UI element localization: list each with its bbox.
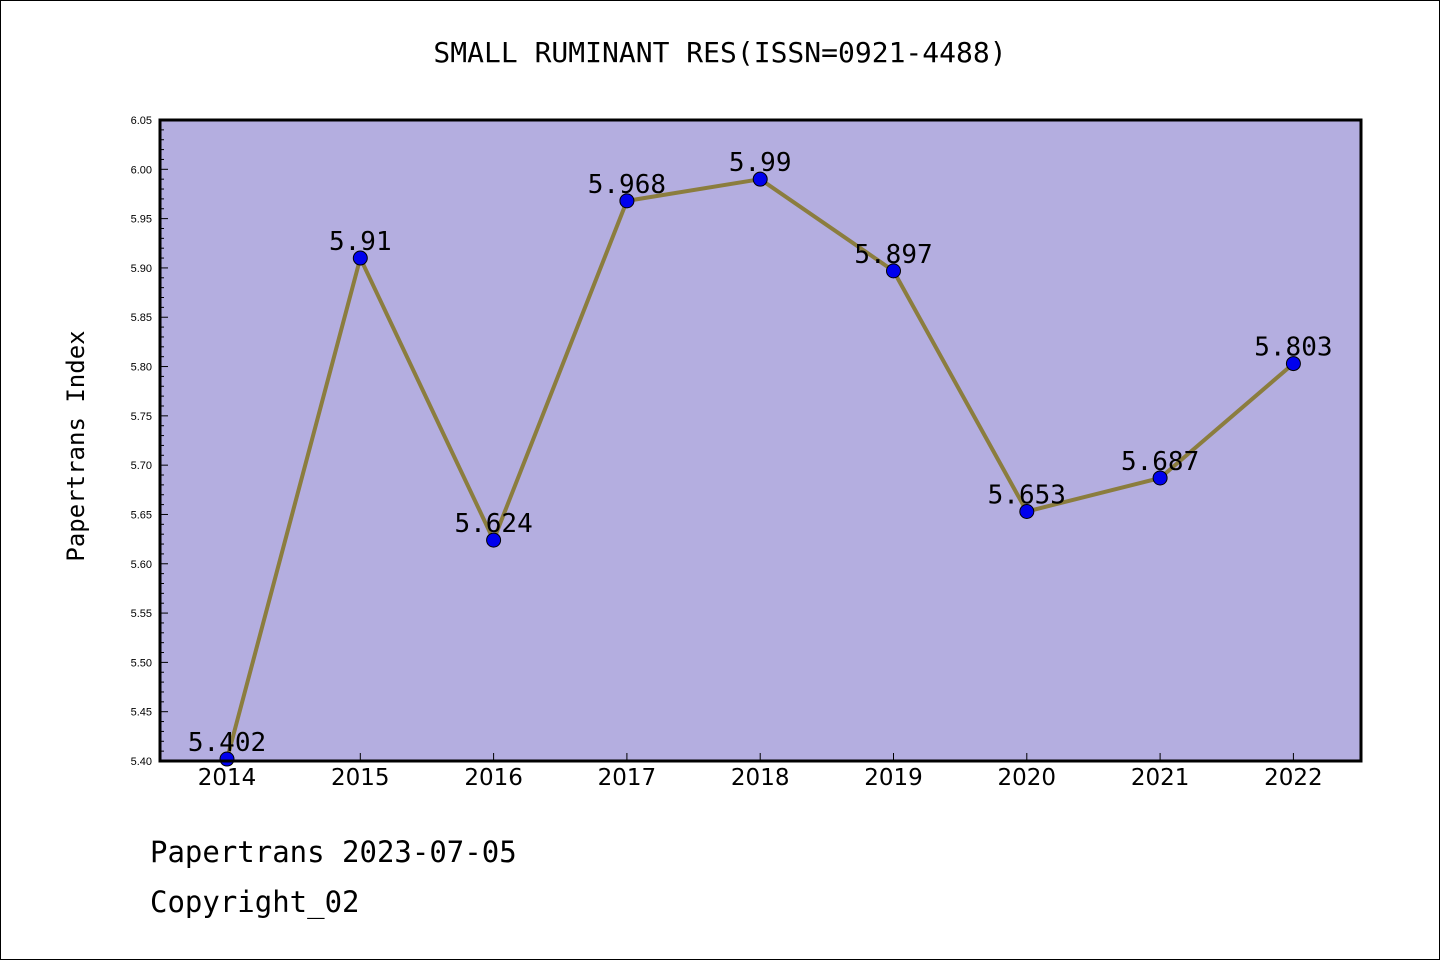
data-point — [1285, 356, 1301, 372]
series-markers — [219, 171, 1301, 767]
data-label: 5.624 — [454, 509, 532, 539]
y-tick-label: 5.95 — [131, 214, 152, 226]
data-label: 5.897 — [854, 240, 932, 270]
x-axis-ticks: 2014 2015 2016 2017 2018 2019 2020 2021 2022 — [198, 753, 1323, 791]
x-tick-label: 2021 — [1131, 765, 1190, 791]
data-label: 5.968 — [588, 170, 666, 200]
y-tick-label: 5.55 — [131, 608, 152, 620]
x-tick-label: 2017 — [598, 765, 657, 791]
y-tick-label: 5.65 — [131, 509, 152, 521]
y-tick-label: 5.85 — [131, 312, 152, 324]
data-point — [352, 250, 368, 266]
footer-date: Papertrans 2023-07-05 — [150, 835, 517, 869]
y-tick-label: 5.40 — [131, 756, 152, 768]
data-point — [486, 532, 502, 548]
y-tick-label: 5.75 — [131, 411, 152, 423]
x-tick-label: 2020 — [998, 765, 1057, 791]
data-label: 5.653 — [988, 481, 1066, 511]
data-point — [886, 263, 901, 279]
footer-copyright: Copyright_02 — [150, 885, 360, 919]
y-tick-label: 5.90 — [131, 263, 152, 275]
data-point — [219, 751, 235, 767]
y-tick-label: 5.70 — [131, 460, 152, 472]
data-point — [619, 193, 635, 209]
x-tick-label: 2019 — [864, 765, 923, 791]
data-label: 5.402 — [188, 728, 266, 758]
y-tick-label: 5.45 — [131, 707, 152, 719]
data-label: 5.687 — [1121, 447, 1199, 477]
data-point — [1152, 470, 1168, 486]
y-tick-label: 5.80 — [131, 362, 152, 374]
y-tick-label: 6.05 — [131, 115, 152, 127]
y-tick-label: 5.50 — [131, 657, 152, 669]
plot-border — [158, 118, 1363, 763]
x-tick-label: 2015 — [331, 765, 390, 791]
data-labels: 5.402 5.91 5.624 5.968 5.99 5.897 5.653 5.687 5.… — [188, 148, 1333, 758]
chart-title: SMALL RUMINANT RES(ISSN=0921-4488) — [433, 36, 1007, 69]
data-label: 5.803 — [1254, 333, 1332, 363]
y-tick-label: 6.00 — [131, 164, 152, 176]
plot-area — [160, 120, 1361, 761]
x-tick-label: 2016 — [464, 765, 523, 791]
data-point — [1019, 504, 1035, 520]
x-tick-label: 2022 — [1264, 765, 1323, 791]
y-tick-label: 5.60 — [131, 559, 152, 571]
x-tick-label: 2014 — [198, 765, 257, 791]
data-point — [752, 171, 768, 187]
data-label: 5.99 — [729, 148, 792, 178]
y-axis-ticks: 5.40 5.45 5.50 5.55 5.60 5.65 5.70 5.75 5.80 5.85… — [131, 115, 168, 768]
data-label: 5.91 — [329, 227, 392, 257]
x-tick-label: 2018 — [731, 765, 790, 791]
